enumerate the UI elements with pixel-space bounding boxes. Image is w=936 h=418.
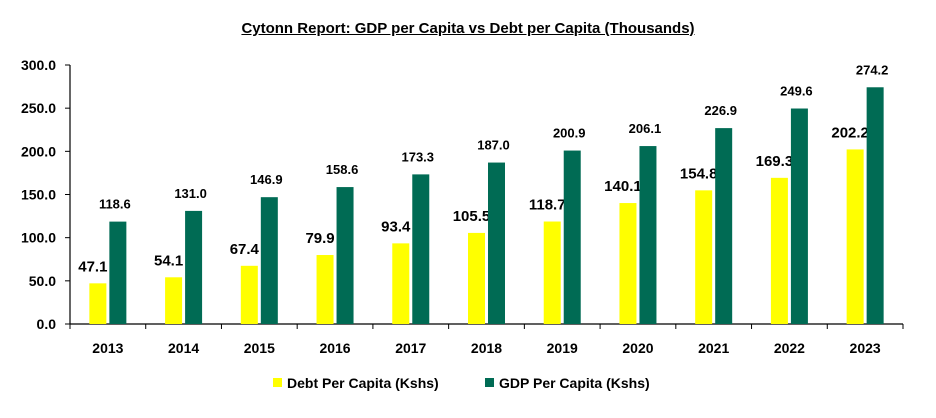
legend-swatch-gdp <box>485 378 494 387</box>
data-label-gdp: 131.0 <box>174 186 207 201</box>
bar-debt <box>846 149 864 324</box>
x-tick-label: 2016 <box>319 340 350 356</box>
y-tick-label: 150.0 <box>21 187 56 203</box>
bar-debt <box>770 177 788 324</box>
bar-debt <box>89 283 107 324</box>
bar-debt <box>392 243 410 324</box>
y-tick-label: 0.0 <box>37 316 57 332</box>
y-tick-label: 300.0 <box>21 57 56 73</box>
data-label-debt: 154.8 <box>680 165 718 182</box>
x-tick-label: 2021 <box>698 340 729 356</box>
bar-gdp <box>866 87 884 324</box>
data-label-debt: 140.1 <box>604 178 642 195</box>
data-label-debt: 67.4 <box>230 241 260 258</box>
bar-gdp <box>260 197 278 324</box>
x-tick-label: 2023 <box>850 340 881 356</box>
bar-debt <box>695 190 713 324</box>
y-tick-label: 250.0 <box>21 100 56 116</box>
data-label-gdp: 187.0 <box>477 138 510 153</box>
data-label-gdp: 274.2 <box>856 62 889 77</box>
bar-gdp <box>715 128 733 324</box>
data-label-debt: 79.9 <box>305 230 334 247</box>
bar-gdp <box>185 210 203 324</box>
bar-gdp <box>412 174 430 324</box>
data-label-debt: 105.5 <box>453 208 491 225</box>
bar-debt <box>165 277 183 324</box>
x-tick-label: 2022 <box>774 340 805 356</box>
x-tick-label: 2018 <box>471 340 502 356</box>
bar-debt <box>316 255 334 324</box>
data-label-debt: 118.7 <box>529 197 566 214</box>
data-label-debt: 54.1 <box>154 252 183 269</box>
data-label-gdp: 226.9 <box>704 103 737 118</box>
bar-debt <box>240 265 258 324</box>
bar-gdp <box>488 162 505 324</box>
legend-label-gdp: GDP Per Capita (Kshs) <box>499 375 650 391</box>
x-tick-label: 2015 <box>244 340 275 356</box>
y-tick-label: 200.0 <box>21 143 56 159</box>
bar-gdp <box>639 146 657 324</box>
bar-gdp <box>790 108 808 325</box>
x-tick-label: 2014 <box>168 340 199 356</box>
data-label-gdp: 118.6 <box>99 197 131 212</box>
data-label-gdp: 249.6 <box>780 84 813 99</box>
data-label-gdp: 206.1 <box>629 121 662 136</box>
data-label-gdp: 173.3 <box>401 149 434 164</box>
data-label-gdp: 200.9 <box>553 126 586 141</box>
x-tick-label: 2019 <box>547 340 578 356</box>
data-label-debt: 93.4 <box>381 218 411 235</box>
data-label-debt: 169.3 <box>756 153 794 170</box>
data-label-gdp: 146.9 <box>250 172 283 187</box>
bar-gdp <box>336 187 354 324</box>
x-tick-label: 2020 <box>622 340 653 356</box>
y-tick-label: 50.0 <box>29 273 56 289</box>
chart-title: Cytonn Report: GDP per Capita vs Debt pe… <box>241 20 695 37</box>
bar-debt <box>468 232 485 324</box>
legend-label-debt: Debt Per Capita (Kshs) <box>287 375 439 391</box>
bar-debt <box>619 203 637 324</box>
bar-debt <box>543 221 561 324</box>
data-label-gdp: 158.6 <box>326 162 359 177</box>
y-tick-label: 100.0 <box>21 230 56 246</box>
bar-gdp <box>109 221 127 324</box>
data-label-debt: 47.1 <box>78 258 107 275</box>
x-tick-label: 2013 <box>92 340 123 356</box>
x-tick-label: 2017 <box>395 340 426 356</box>
bar-gdp <box>563 150 581 324</box>
legend-swatch-debt <box>273 378 282 387</box>
data-label-debt: 202.2 <box>831 124 869 141</box>
